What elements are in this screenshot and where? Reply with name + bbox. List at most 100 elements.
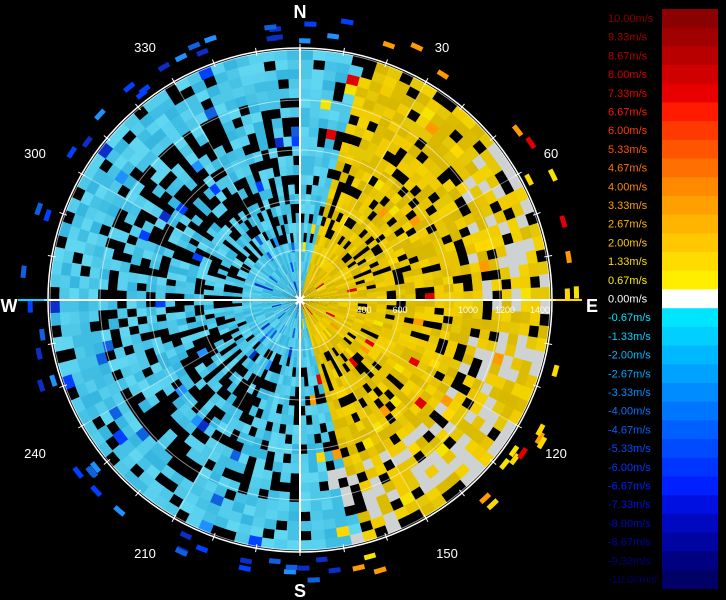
velocity-bin [84, 403, 101, 421]
velocity-bin [365, 279, 376, 287]
velocity-bin [302, 309, 307, 319]
velocity-bin [169, 257, 182, 268]
velocity-bin [238, 235, 249, 246]
velocity-bin [205, 246, 217, 257]
velocity-bin [321, 518, 337, 531]
azimuth-tick [459, 103, 465, 111]
velocity-bin [277, 88, 291, 100]
velocity-bin [80, 216, 94, 232]
velocity-bin [173, 344, 186, 355]
velocity-bin [279, 364, 287, 376]
legend-swatch [662, 364, 718, 384]
velocity-bin [325, 311, 336, 318]
velocity-bin-outer [315, 556, 328, 563]
velocity-bin [394, 390, 408, 403]
velocity-bin [351, 323, 362, 332]
velocity-bin [176, 317, 188, 327]
velocity-bin [323, 450, 335, 462]
velocity-bin [338, 340, 348, 351]
velocity-bin [319, 271, 328, 280]
velocity-bin [264, 282, 275, 289]
velocity-bin [226, 381, 238, 394]
velocity-bin [270, 296, 281, 299]
velocity-bin-outer [138, 84, 151, 95]
velocity-bin [394, 310, 406, 318]
velocity-bin [370, 213, 383, 226]
velocity-bin [378, 392, 391, 406]
velocity-bin [184, 281, 196, 289]
velocity-bin [343, 83, 359, 96]
velocity-bin [326, 308, 337, 315]
velocity-bin [308, 302, 319, 308]
velocity-bin [284, 263, 290, 274]
velocity-bin [350, 367, 361, 379]
velocity-bin [443, 241, 457, 254]
velocity-bin [178, 372, 192, 386]
velocity-bin [354, 167, 367, 181]
velocity-bin [387, 256, 400, 267]
velocity-bin [346, 522, 363, 536]
velocity-bin-outer [499, 457, 511, 471]
velocity-bin [298, 482, 311, 493]
velocity-bin [372, 408, 386, 422]
azimuth-tick [489, 135, 497, 141]
velocity-bin [125, 352, 139, 366]
velocity-bin [418, 258, 431, 269]
velocity-bin-outer [517, 447, 529, 460]
legend-label: -6.00m/s [608, 462, 651, 474]
velocity-bin [374, 315, 386, 323]
velocity-bin [285, 326, 292, 337]
velocity-bin [256, 222, 266, 234]
velocity-bin [167, 325, 180, 335]
velocity-bin [198, 329, 211, 339]
velocity-bin [295, 270, 299, 282]
legend-label: -8.00m/s [608, 518, 651, 530]
velocity-bin [312, 278, 321, 287]
velocity-bin [117, 279, 128, 291]
velocity-bin [256, 448, 269, 461]
velocity-bin [467, 252, 480, 265]
velocity-bin [255, 130, 267, 143]
velocity-bin [339, 237, 349, 248]
velocity-bin [263, 310, 274, 316]
velocity-bin [377, 256, 389, 266]
velocity-bin [344, 123, 358, 136]
velocity-bin [219, 497, 235, 511]
velocity-bin [200, 256, 213, 266]
velocity-bin [519, 311, 531, 326]
velocity-bin [313, 335, 320, 346]
velocity-bin [88, 364, 103, 380]
velocity-bin [323, 537, 340, 550]
velocity-bin [266, 391, 276, 403]
velocity-bin [98, 361, 112, 376]
velocity-bin-outer [373, 566, 387, 575]
velocity-bin [359, 107, 374, 121]
velocity-bin [281, 404, 289, 416]
velocity-bin [309, 500, 323, 512]
velocity-bin [217, 268, 229, 277]
velocity-bin [266, 278, 276, 286]
velocity-bin [158, 97, 176, 114]
velocity-bin [307, 317, 314, 327]
velocity-bin [155, 306, 167, 316]
velocity-bin [519, 386, 534, 404]
velocity-bin [126, 299, 137, 310]
velocity-bin [174, 366, 188, 379]
velocity-bin [413, 344, 427, 356]
velocity-bin [93, 399, 109, 416]
velocity-bin [129, 224, 143, 238]
velocity-bin [301, 280, 305, 291]
velocity-bin [151, 184, 167, 199]
velocity-bin [271, 117, 283, 130]
velocity-bin [324, 391, 333, 403]
velocity-bin [311, 253, 318, 265]
velocity-bin [343, 194, 354, 207]
velocity-bin-outer [81, 135, 93, 149]
velocity-bin [362, 393, 374, 406]
velocity-bin [307, 462, 319, 474]
velocity-bin [245, 347, 255, 358]
velocity-bin [285, 286, 294, 294]
velocity-bin [513, 397, 529, 415]
velocity-bin [294, 280, 299, 291]
velocity-bin [388, 236, 401, 248]
